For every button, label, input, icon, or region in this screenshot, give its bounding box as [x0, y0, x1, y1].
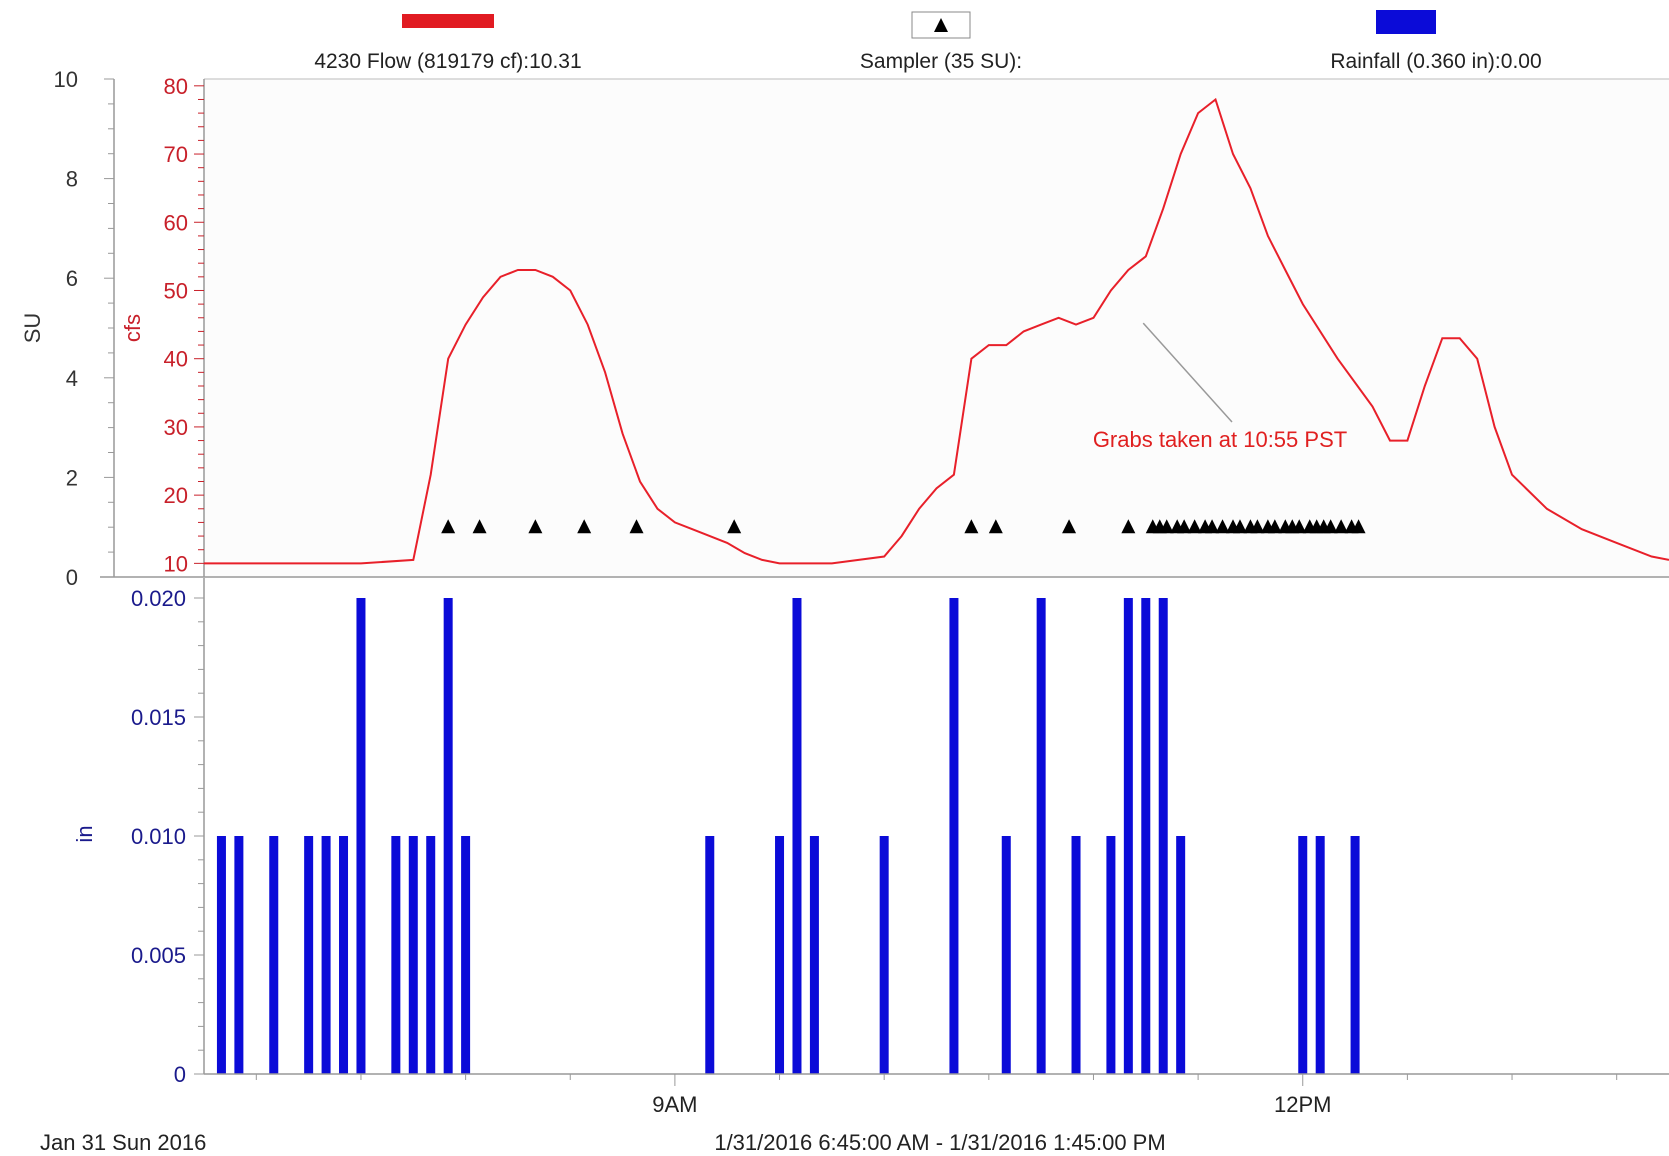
rainfall-bar [391, 836, 401, 1074]
sampler-triangle-marker [1351, 519, 1366, 534]
rainfall-bar [705, 836, 715, 1074]
rainfall-bar [775, 836, 785, 1074]
x-tick-label: 12PM [1274, 1092, 1331, 1117]
sampler-triangle-marker [1334, 519, 1349, 534]
su-tick-label: 6 [66, 266, 78, 291]
cfs-tick-label: 60 [164, 210, 188, 235]
rainfall-bar [1176, 836, 1186, 1074]
cfs-tick-label: 80 [164, 74, 188, 99]
rainfall-plot-area [204, 578, 1669, 1076]
rainfall-bar [792, 598, 802, 1074]
cfs-axis: 10 20 30 40 50 60 70 80 [164, 74, 205, 577]
cfs-axis-label: cfs [120, 314, 145, 342]
sampler-triangle-marker [964, 519, 979, 534]
sampler-legend-triangle-icon [934, 18, 948, 32]
rainfall-bar [234, 836, 244, 1074]
cfs-tick-label: 40 [164, 347, 188, 372]
rainfall-bars [216, 598, 1360, 1074]
su-tick-label: 2 [66, 465, 78, 490]
cfs-tick-label: 10 [164, 551, 188, 576]
su-tick-label: 10 [54, 67, 78, 92]
in-tick-label: 0.015 [131, 705, 186, 730]
cfs-tick-label: 20 [164, 483, 188, 508]
sampler-triangle-marker [988, 519, 1003, 534]
footer-date: Jan 31 Sun 2016 [40, 1130, 206, 1155]
cfs-tick-label: 30 [164, 415, 188, 440]
sampler-triangle-marker [1267, 519, 1282, 534]
in-tick-label: 0 [174, 1062, 186, 1087]
cfs-tick-label: 70 [164, 142, 188, 167]
su-axis-label: SU [20, 313, 45, 344]
rainfall-bar [1158, 598, 1168, 1074]
rainfall-bar [1106, 836, 1116, 1074]
rainfall-bar [1298, 836, 1308, 1074]
rainfall-bar [1315, 836, 1325, 1074]
sampler-triangle-marker [1062, 519, 1077, 534]
rainfall-bar [356, 598, 366, 1074]
sampler-triangle-marker [1323, 519, 1338, 534]
rainfall-bar [269, 836, 279, 1074]
rainfall-bar [216, 836, 226, 1074]
flow-panel: 0 2 4 6 8 10 10 20 30 40 50 60 70 80 SU cfs Grabs ta… [20, 67, 1669, 590]
sampler-triangle-marker [1187, 519, 1202, 534]
sampler-triangle-marker [1177, 519, 1192, 534]
legend: 4230 Flow (819179 cf):10.31 Sampler (35 … [314, 10, 1542, 73]
sampler-triangle-marker [1159, 519, 1174, 534]
su-tick-label: 0 [66, 565, 78, 590]
rainfall-legend-label: Rainfall (0.360 in):0.00 [1330, 50, 1541, 73]
cfs-tick-label: 50 [164, 278, 188, 303]
rainfall-bar [304, 836, 314, 1074]
rainfall-bar [1141, 598, 1151, 1074]
sampler-triangle-marker [1232, 519, 1247, 534]
sampler-triangle-marker [629, 519, 644, 534]
in-axis-label: in [72, 825, 97, 842]
rainfall-bar [426, 836, 436, 1074]
rainfall-bar [339, 836, 349, 1074]
sampler-triangle-marker [1292, 519, 1307, 534]
sampler-triangle-marker [528, 519, 543, 534]
su-tick-label: 8 [66, 167, 78, 192]
rainfall-bar [443, 598, 453, 1074]
rainfall-bar [1071, 836, 1081, 1074]
sampler-markers [441, 519, 1366, 534]
footer-range: 1/31/2016 6:45:00 AM - 1/31/2016 1:45:00… [714, 1130, 1165, 1155]
su-axis: 0 2 4 6 8 10 [54, 67, 115, 590]
flow-plot-area [204, 79, 1669, 576]
flow-series-line [204, 97, 1669, 565]
sampler-legend-label: Sampler (35 SU): [860, 50, 1022, 73]
rainfall-bar [1001, 836, 1011, 1074]
sampler-triangle-marker [727, 519, 742, 534]
in-axis: 0 0.005 0.010 0.015 0.020 [131, 578, 205, 1087]
su-tick-label: 4 [66, 366, 78, 391]
rainfall-legend-swatch [1376, 10, 1436, 34]
rainfall-panel: 0 0.005 0.010 0.015 0.020 in 9AM 12PM [72, 578, 1669, 1117]
annotation-leader-line [1142, 322, 1233, 423]
rainfall-bar [461, 836, 471, 1074]
sampler-triangle-marker [1250, 519, 1265, 534]
x-tick-label: 9AM [652, 1092, 697, 1117]
sampler-triangle-marker [1205, 519, 1220, 534]
sampler-triangle-marker [1121, 519, 1136, 534]
sampler-triangle-marker [472, 519, 487, 534]
rainfall-bar [1123, 598, 1133, 1074]
flow-legend-swatch [402, 14, 494, 28]
rainfall-bar [879, 836, 889, 1074]
flow-legend-label: 4230 Flow (819179 cf):10.31 [314, 50, 581, 73]
annotation-text: Grabs taken at 10:55 PST [1093, 427, 1347, 452]
sampler-triangle-marker [577, 519, 592, 534]
in-tick-label: 0.005 [131, 943, 186, 968]
x-axis: 9AM 12PM [255, 1074, 1618, 1117]
rainfall-bar [321, 836, 331, 1074]
rainfall-bar [949, 598, 959, 1074]
rainfall-bar [809, 836, 819, 1074]
rainfall-bar [1036, 598, 1046, 1074]
sampler-triangle-marker [1215, 519, 1230, 534]
in-tick-label: 0.020 [131, 586, 186, 611]
sampler-triangle-marker [441, 519, 456, 534]
rainfall-bar [1350, 836, 1360, 1074]
rainfall-bar [408, 836, 418, 1074]
in-tick-label: 0.010 [131, 824, 186, 849]
